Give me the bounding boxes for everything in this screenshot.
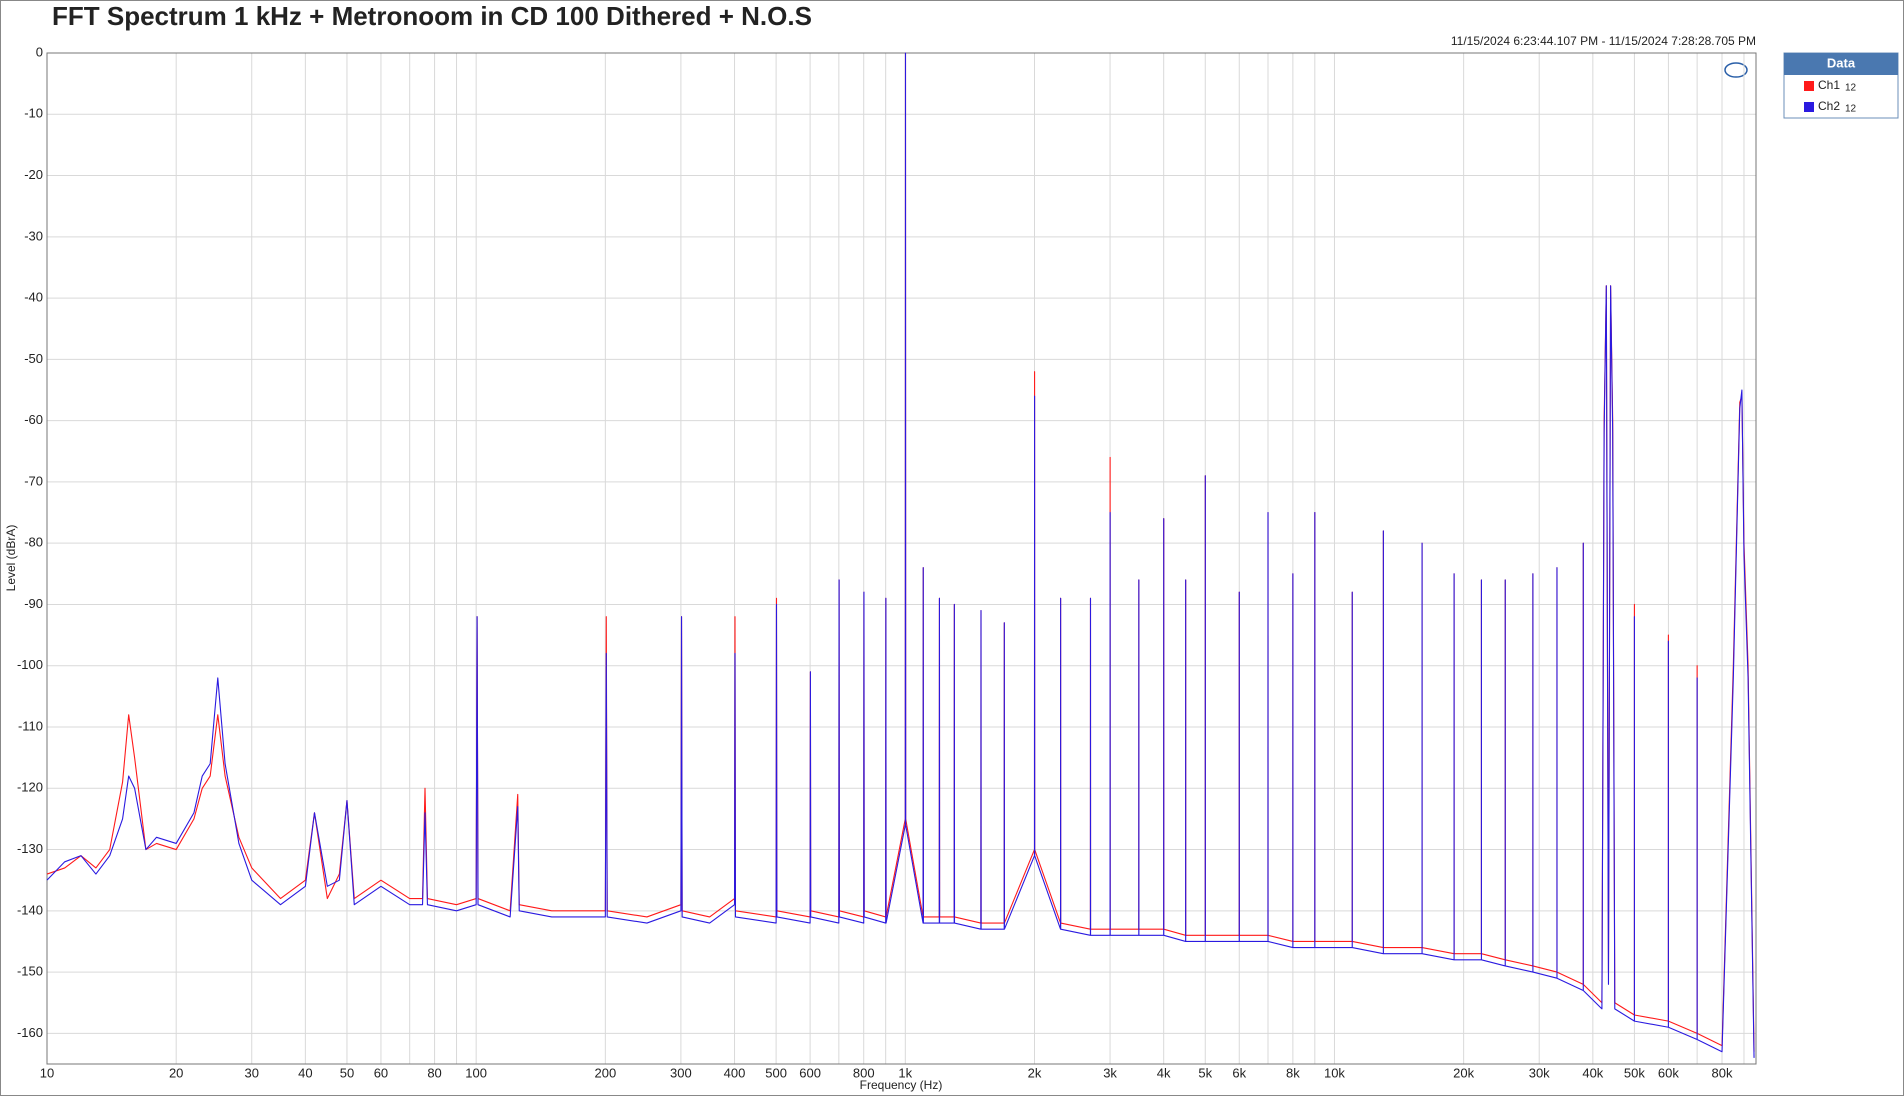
plot-border [46,52,1757,1065]
legend: Data [1783,52,1899,119]
x-tick-label: 80k [1712,1065,1733,1080]
y-tick-label: -120 [17,780,43,795]
x-tick-label: 20k [1453,1065,1474,1080]
x-tick-label: 50k [1624,1065,1645,1080]
x-tick-label: 200 [594,1065,616,1080]
x-tick-label: 10k [1324,1065,1345,1080]
y-tick-label: -80 [24,535,43,550]
x-tick-label: 50 [340,1065,354,1080]
x-tick-label: 30k [1529,1065,1550,1080]
legend-swatch [1804,102,1814,112]
legend-title: Data [1827,55,1856,70]
y-tick-label: -20 [24,167,43,182]
y-tick-label: -110 [18,718,43,733]
y-tick-label: -150 [17,964,43,979]
x-tick-label: 4k [1157,1065,1171,1080]
x-tick-label: 400 [724,1065,746,1080]
y-tick-label: -50 [24,351,43,366]
x-tick-label: 100 [465,1065,487,1080]
x-tick-label: 60 [374,1065,388,1080]
x-tick-label: 10 [40,1065,54,1080]
x-tick-label: 300 [670,1065,692,1080]
legend-suffix: 12 [1845,83,1857,94]
y-tick-label: -130 [17,841,43,856]
legend-header [1784,53,1898,75]
x-tick-label: 6k [1232,1065,1246,1080]
y-tick-label: -160 [17,1025,43,1040]
x-tick-label: 30 [245,1065,259,1080]
x-tick-label: 20 [169,1065,183,1080]
x-tick-label: 60k [1658,1065,1679,1080]
x-axis-label: Frequency (Hz) [860,1078,943,1092]
x-tick-label: 2k [1028,1065,1042,1080]
legend-label: Ch1 [1818,78,1840,92]
timestamp: 11/15/2024 6:23:44.107 PM - 11/15/2024 7… [1451,34,1756,48]
legend-suffix: 12 [1845,104,1857,115]
y-tick-label: -140 [17,902,43,917]
y-tick-label: -30 [24,228,43,243]
series-line [46,52,1755,1058]
chart-title: FFT Spectrum 1 kHz + Metronoom in CD 100… [52,1,812,31]
x-tick-label: 800 [853,1065,875,1080]
y-tick-label: -60 [24,412,43,427]
x-tick-label: 3k [1103,1065,1117,1080]
y-tick-label: -70 [24,473,43,488]
x-tick-label: 600 [799,1065,821,1080]
x-tick-label: 40k [1582,1065,1603,1080]
y-tick-label: -90 [24,596,43,611]
y-tick-label: 0 [36,44,43,59]
x-tick-label: 5k [1198,1065,1212,1080]
legend-label: Ch2 [1818,99,1840,113]
x-tick-label: 80 [427,1065,441,1080]
y-tick-label: -40 [24,290,43,305]
x-tick-label: 8k [1286,1065,1300,1080]
x-tick-label: 40 [298,1065,312,1080]
y-tick-label: -10 [24,106,43,121]
logo [1724,62,1748,78]
legend-swatch [1804,81,1814,91]
x-tick-label: 1k [898,1065,912,1080]
y-axis-label: Level (dBrA) [4,525,18,592]
x-tick-label: 500 [765,1065,787,1080]
y-tick-label: -100 [17,657,43,672]
